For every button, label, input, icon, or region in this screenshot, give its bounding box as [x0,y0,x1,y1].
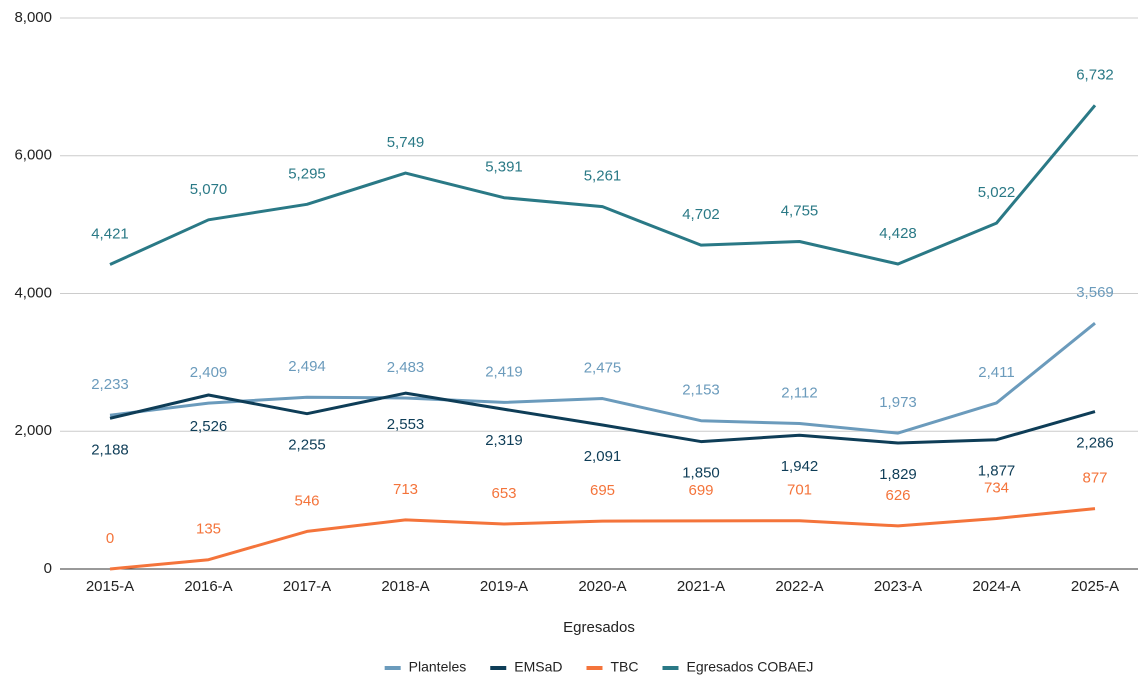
data-label: 701 [787,482,812,499]
y-tick-label: 6,000 [14,147,52,164]
x-tick-label: 2024-A [972,578,1020,595]
data-label: 2,483 [387,359,425,376]
data-label: 626 [885,487,910,504]
data-label: 2,091 [584,448,622,465]
data-label: 5,261 [584,168,622,185]
data-label: 2,153 [682,382,720,399]
data-label: 2,112 [781,385,817,402]
data-label: 699 [688,482,713,499]
data-label: 2,475 [584,360,622,377]
x-tick-label: 2022-A [775,578,823,595]
legend-label: EMSaD [514,659,562,675]
x-tick-label: 2025-A [1071,578,1119,595]
x-tick-label: 2019-A [480,578,528,595]
data-label: 713 [393,481,418,498]
data-label: 1,829 [879,466,917,483]
data-label: 0 [106,530,114,547]
series-line [109,104,1097,266]
data-label: 6,732 [1076,66,1114,83]
data-label: 2,286 [1076,435,1114,452]
x-tick-label: 2023-A [874,578,922,595]
x-tick-label: 2017-A [283,578,331,595]
data-label: 2,411 [978,364,1014,381]
data-label: 734 [984,479,1009,496]
x-tick-label: 2015-A [86,578,134,595]
x-axis-title: Egresados [563,619,635,636]
data-label: 4,421 [91,225,129,242]
series-line [109,507,1096,571]
series-line [109,391,1096,445]
data-label: 5,749 [387,134,425,151]
y-tick-label: 4,000 [14,284,52,301]
y-tick-label: 0 [44,560,52,577]
data-label: 5,022 [978,184,1016,201]
x-tick-label: 2018-A [381,578,429,595]
data-label: 4,702 [682,206,720,223]
x-tick-label: 2020-A [578,578,626,595]
legend-label: Egresados COBAEJ [686,659,813,675]
data-label: 3,569 [1076,284,1114,301]
x-tick-label: 2021-A [677,578,725,595]
data-label: 2,494 [288,358,326,375]
data-label: 2,188 [91,441,129,458]
data-label: 695 [590,482,615,499]
data-label: 2,409 [190,364,228,381]
data-label: 2,233 [91,376,129,393]
data-label: 653 [491,485,516,502]
data-label: 1,942 [781,458,819,475]
data-label: 2,419 [485,363,523,380]
data-label: 5,070 [190,181,228,198]
data-label: 4,428 [879,225,917,242]
y-tick-label: 8,000 [14,9,52,26]
data-label: 1,877 [978,463,1016,480]
data-label: 135 [196,521,221,538]
series-line [109,322,1096,435]
data-label: 2,255 [288,437,326,454]
y-tick-label: 2,000 [14,422,52,439]
data-label: 1,850 [682,465,720,482]
data-label: 5,295 [288,165,326,182]
data-label: 546 [294,492,319,509]
data-label: 4,755 [781,202,819,219]
data-label: 5,391 [485,159,523,176]
legend-label: TBC [610,659,638,675]
data-label: 877 [1082,470,1107,487]
x-tick-label: 2016-A [184,578,232,595]
data-label: 2,526 [190,418,228,435]
data-label: 2,319 [485,432,523,449]
data-label: 2,553 [387,416,425,433]
data-label: 1,973 [879,394,917,411]
legend-label: Planteles [409,659,467,675]
